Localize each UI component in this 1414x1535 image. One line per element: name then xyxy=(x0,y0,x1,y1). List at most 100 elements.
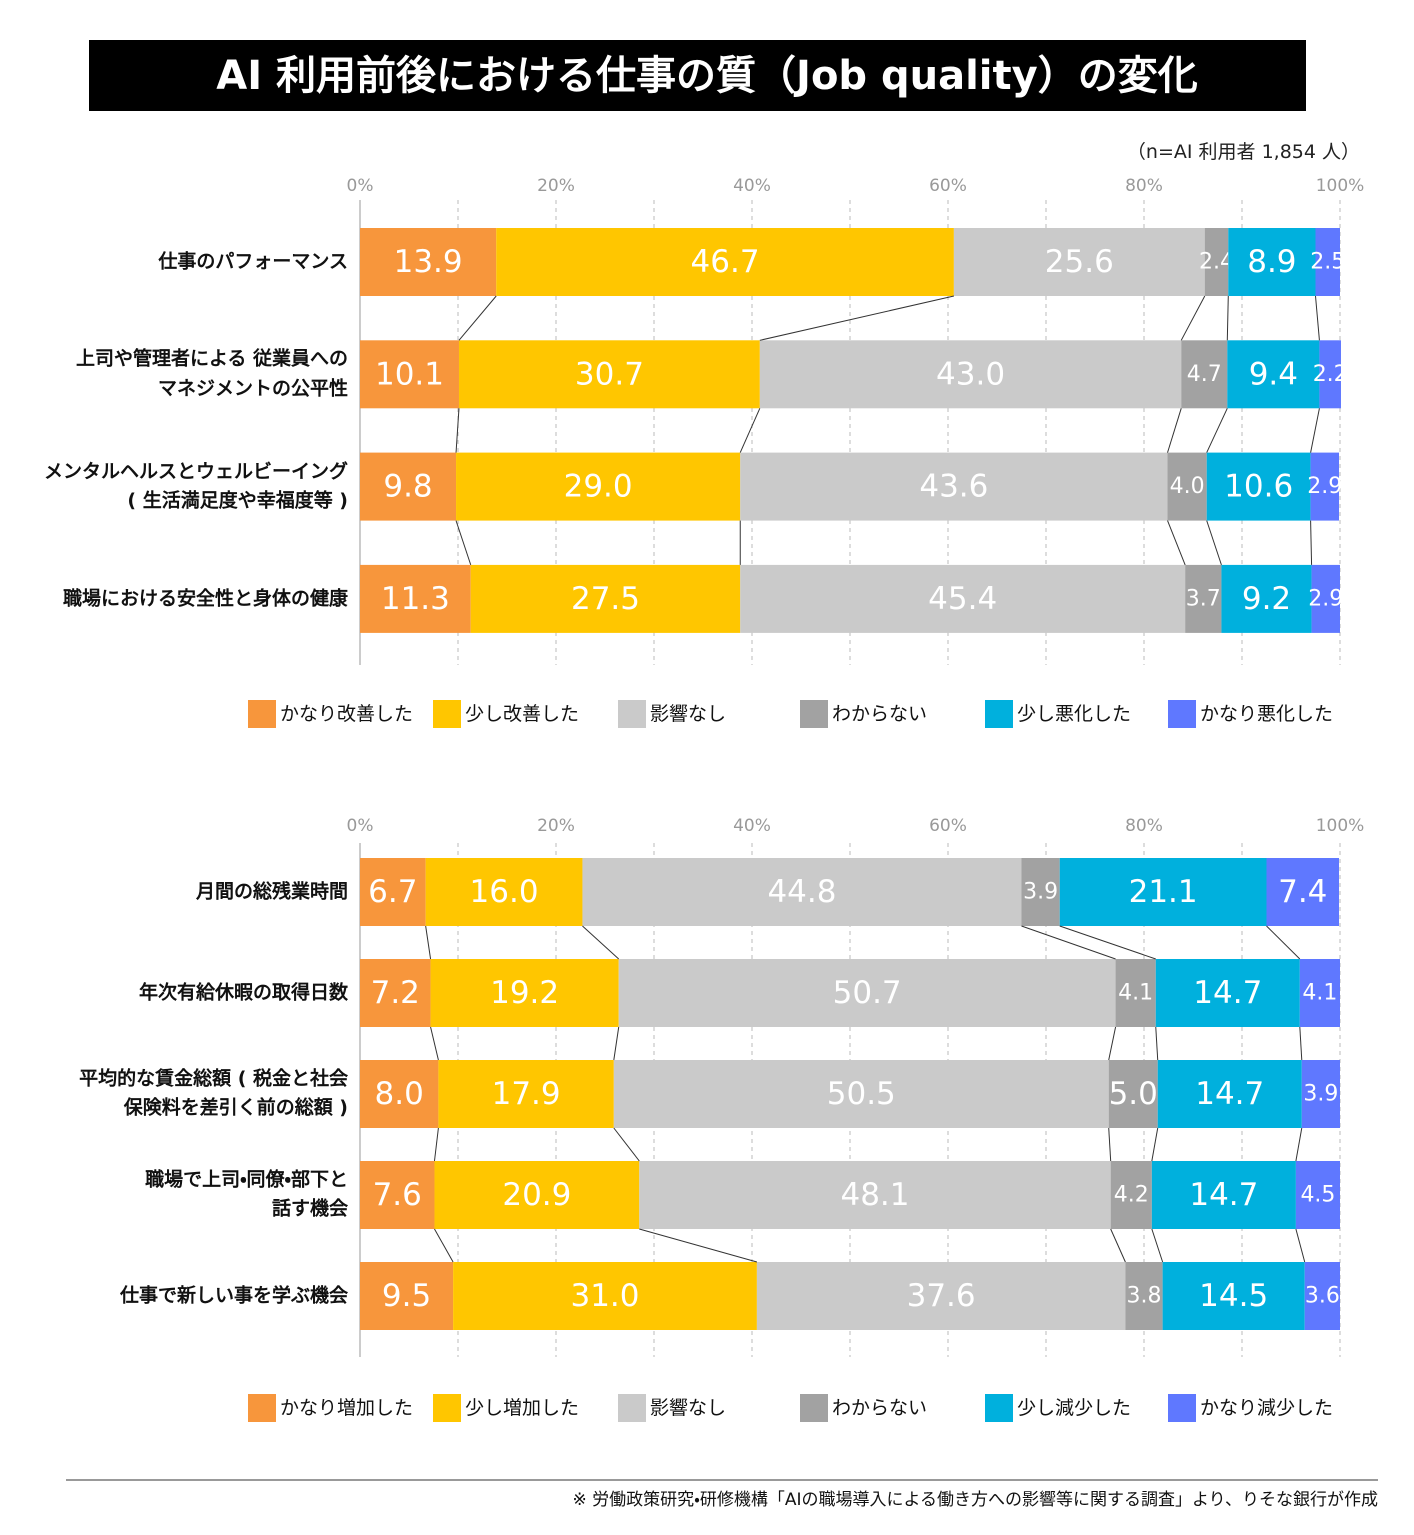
legend-label: かなり減少した xyxy=(1200,1397,1333,1419)
connector-line xyxy=(1266,925,1301,960)
bar-segment xyxy=(434,1161,640,1229)
value-label: 44.8 xyxy=(767,874,836,910)
category-label: 年次有給休暇の取得日数 xyxy=(138,981,348,1004)
legend-label: 少し増加した xyxy=(465,1397,579,1419)
bar-segment xyxy=(360,452,457,521)
value-label: 45.4 xyxy=(928,581,997,617)
bar-segment xyxy=(1204,228,1229,296)
legend-label: 影響なし xyxy=(650,703,726,725)
value-label: 37.6 xyxy=(907,1278,976,1314)
value-label: 9.8 xyxy=(383,469,432,505)
value-label: 6.7 xyxy=(368,874,417,910)
bar-segment xyxy=(1266,858,1340,926)
value-label: 2.9 xyxy=(1308,586,1343,611)
value-label: 11.3 xyxy=(381,581,450,617)
x-tick-label: 80% xyxy=(1125,816,1163,836)
value-label: 7.6 xyxy=(373,1177,422,1213)
category-label: 職場における安全性と身体の健康 xyxy=(62,587,348,610)
bar-segment xyxy=(430,959,619,1027)
x-tick-label: 40% xyxy=(733,816,771,836)
bar-segment xyxy=(453,1262,757,1330)
category-label: 仕事で新しい事を学ぶ機会 xyxy=(119,1284,348,1307)
category-label: 仕事のパフォーマンス xyxy=(158,250,348,273)
value-label: 7.4 xyxy=(1278,874,1327,910)
value-label: 3.9 xyxy=(1023,880,1058,905)
connector-line xyxy=(1310,408,1320,453)
connector-line xyxy=(430,1026,439,1061)
legend-label: 少し減少した xyxy=(1017,1397,1131,1419)
sample-note: （n=AI 利用者 1,854 人） xyxy=(1127,141,1360,163)
category-label: メンタルヘルスとウェルビーイング ( 生活満足度や幸福度等 ) xyxy=(43,460,348,512)
connector-line xyxy=(433,1127,439,1162)
value-label: 43.6 xyxy=(919,469,988,505)
x-tick-label: 60% xyxy=(929,176,967,196)
value-label: 3.7 xyxy=(1186,586,1221,611)
bar-segment xyxy=(456,452,741,521)
bar-segment xyxy=(1115,959,1156,1027)
connector-line xyxy=(458,295,497,341)
bar-segment xyxy=(1221,564,1312,633)
bar-segment xyxy=(756,1262,1126,1330)
connector-line xyxy=(425,925,432,960)
bar-segment xyxy=(360,340,459,409)
value-label: 2.5 xyxy=(1310,250,1345,275)
value-label: 31.0 xyxy=(570,1278,639,1314)
legend-swatch xyxy=(433,700,461,728)
value-label: 50.5 xyxy=(827,1076,896,1112)
value-label: 4.2 xyxy=(1114,1183,1149,1208)
value-label: 9.5 xyxy=(382,1278,431,1314)
connector-line xyxy=(1167,520,1186,566)
legend-swatch xyxy=(985,1394,1013,1422)
connector-line xyxy=(639,1228,758,1263)
bar-segment xyxy=(360,1262,454,1330)
value-label: 10.1 xyxy=(375,356,444,392)
bar-segment xyxy=(425,858,583,926)
bar-segment xyxy=(1108,1060,1158,1128)
connector-line xyxy=(1167,408,1182,453)
legend-swatch xyxy=(1168,1394,1196,1422)
legend-swatch xyxy=(248,700,276,728)
value-label: 4.7 xyxy=(1187,362,1222,387)
bar-segment xyxy=(1157,1060,1302,1128)
bar-segment xyxy=(470,564,741,633)
value-label: 8.0 xyxy=(375,1076,424,1112)
bar-segment xyxy=(360,959,431,1027)
connector-line xyxy=(739,408,761,453)
legend-label: わからない xyxy=(832,1397,927,1419)
category-label: 職場で上司・同僚・部下と 話す機会 xyxy=(145,1168,348,1220)
bar-segment xyxy=(953,228,1205,296)
value-label: 4.1 xyxy=(1118,981,1153,1006)
value-label: 2.2 xyxy=(1313,362,1348,387)
connector-line xyxy=(1299,1026,1303,1061)
value-label: 27.5 xyxy=(571,581,640,617)
bar-segment xyxy=(1304,1262,1340,1330)
legend-swatch xyxy=(985,700,1013,728)
bar-segment xyxy=(1319,340,1341,409)
value-label: 7.2 xyxy=(371,975,420,1011)
x-tick-label: 60% xyxy=(929,816,967,836)
value-label: 46.7 xyxy=(691,244,760,280)
bar-segment xyxy=(360,564,471,633)
legend-label: 少し悪化した xyxy=(1017,703,1131,725)
bar-segment xyxy=(613,1060,1109,1128)
legend-swatch xyxy=(618,700,646,728)
legend-label: かなり改善した xyxy=(280,703,413,725)
value-label: 4.5 xyxy=(1300,1183,1335,1208)
connector-line xyxy=(1155,1026,1159,1061)
value-label: 19.2 xyxy=(490,975,559,1011)
value-label: 2.4 xyxy=(1199,250,1234,275)
connector-line xyxy=(1108,1026,1117,1061)
bar-segment xyxy=(1181,340,1228,409)
x-tick-label: 40% xyxy=(733,176,771,196)
bar-segment xyxy=(1167,452,1207,521)
legend-swatch xyxy=(618,1394,646,1422)
connector-line xyxy=(455,408,460,453)
value-label: 9.2 xyxy=(1242,581,1291,617)
category-label: 平均的な賃金総額 ( 税金と社会 保険料を差引く前の総額 ) xyxy=(79,1067,348,1119)
connector-line xyxy=(434,1228,454,1263)
value-label: 9.4 xyxy=(1249,356,1298,392)
category-label: 月間の総残業時間 xyxy=(195,880,348,903)
x-tick-label: 100% xyxy=(1316,816,1365,836)
bar-segment xyxy=(1301,1060,1340,1128)
value-label: 2.9 xyxy=(1307,474,1342,499)
